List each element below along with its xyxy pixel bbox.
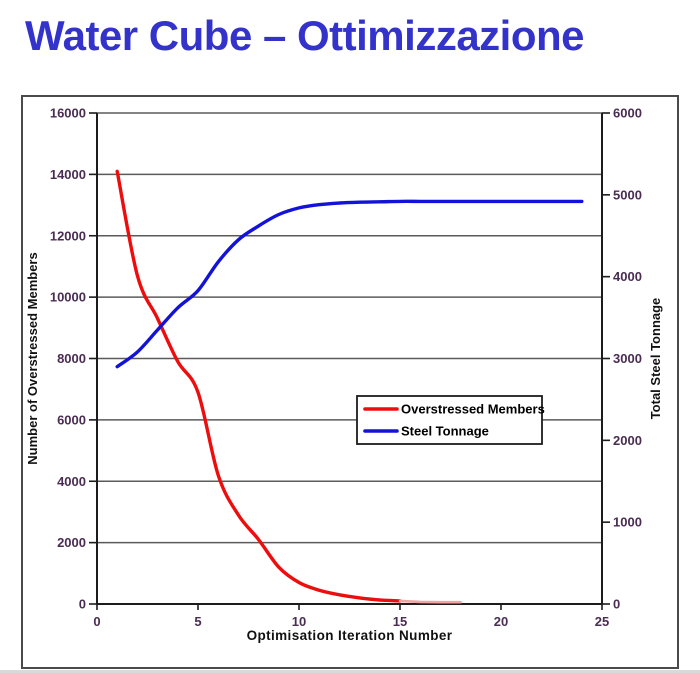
svg-text:Steel Tonnage: Steel Tonnage <box>401 424 489 439</box>
svg-text:5000: 5000 <box>613 187 642 202</box>
bottom-edge-strip <box>0 670 700 673</box>
series-overstressed-members <box>115 169 462 604</box>
svg-text:Optimisation Iteration Number: Optimisation Iteration Number <box>247 628 453 643</box>
legend-item-overstressed-members: Overstressed Members <box>363 402 545 417</box>
grid-lines <box>97 112 602 544</box>
svg-text:0: 0 <box>79 597 86 612</box>
svg-text:0: 0 <box>613 597 620 612</box>
page-title: Water Cube – Ottimizzazione <box>25 12 585 59</box>
tick-marks <box>89 112 610 610</box>
svg-text:15: 15 <box>393 614 407 629</box>
svg-text:10: 10 <box>292 614 306 629</box>
svg-text:Number of Overstressed Members: Number of Overstressed Members <box>25 252 40 464</box>
svg-text:20: 20 <box>494 614 508 629</box>
svg-text:8000: 8000 <box>57 351 86 366</box>
svg-text:16000: 16000 <box>50 106 86 121</box>
svg-text:12000: 12000 <box>50 228 86 243</box>
svg-text:2000: 2000 <box>57 535 86 550</box>
tick-labels: 0200040006000800010000120001400016000010… <box>50 106 642 630</box>
svg-text:6000: 6000 <box>57 412 86 427</box>
svg-text:25: 25 <box>595 614 609 629</box>
chart-frame: 0 2000 4000 6000 8000 10000 12000 14000 16000 0 10… <box>21 95 679 669</box>
svg-text:4000: 4000 <box>613 269 642 284</box>
svg-text:Total Steel Tonnage: Total Steel Tonnage <box>648 298 663 420</box>
legend: Overstressed Members Steel Tonnage <box>356 395 545 445</box>
axis-titles: Number of Overstressed Members Total Stee… <box>25 252 663 643</box>
svg-text:2000: 2000 <box>613 433 642 448</box>
optimization-line-chart: 0200040006000800010000120001400016000010… <box>25 106 663 644</box>
svg-text:5: 5 <box>194 614 201 629</box>
svg-text:3000: 3000 <box>613 351 642 366</box>
svg-text:4000: 4000 <box>57 474 86 489</box>
svg-text:14000: 14000 <box>50 167 86 182</box>
series-steel-tonnage <box>115 199 584 369</box>
svg-text:0: 0 <box>93 614 100 629</box>
svg-text:6000: 6000 <box>613 106 642 121</box>
svg-text:10000: 10000 <box>50 290 86 305</box>
svg-text:Overstressed Members: Overstressed Members <box>401 402 545 417</box>
svg-text:1000: 1000 <box>613 515 642 530</box>
legend-item-steel-tonnage: Steel Tonnage <box>363 424 489 439</box>
